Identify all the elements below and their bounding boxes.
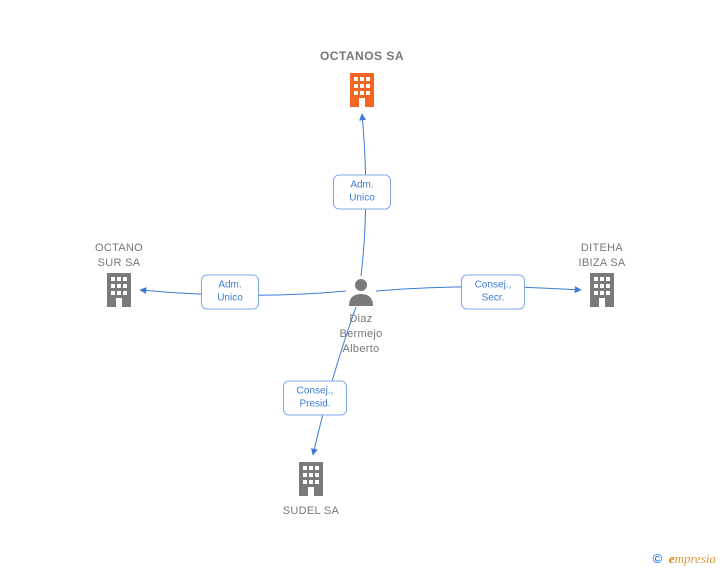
edge-label-top: Adm. Unico xyxy=(333,175,391,210)
edge-label-left-1: Adm. xyxy=(218,280,241,291)
node-label-octano-sur: OCTANO SUR SA xyxy=(84,241,154,271)
edge-label-right-1: Consej., xyxy=(475,280,512,291)
copyright-symbol: © xyxy=(653,551,663,566)
node-label-sudel: SUDEL SA xyxy=(266,504,356,519)
edge-label-bottom-2: Presid. xyxy=(299,398,330,409)
edge-label-right: Consej., Secr. xyxy=(461,275,525,310)
network-diagram: Adm. Unico Adm. Unico Consej., Secr. Con… xyxy=(0,0,728,575)
node-label-person: Diaz Bermejo Alberto xyxy=(326,312,396,357)
edge-label-top-2: Unico xyxy=(349,192,375,203)
watermark: © empresia xyxy=(653,551,716,567)
edge-label-left: Adm. Unico xyxy=(201,275,259,310)
building-icon-sudel xyxy=(295,460,327,498)
edge-label-top-1: Adm. xyxy=(350,180,373,191)
node-label-octanos: OCTANOS SA xyxy=(302,48,422,64)
building-icon-octanos xyxy=(346,71,378,109)
node-label-diteha: DITEHA IBIZA SA xyxy=(567,241,637,271)
edge-label-bottom-1: Consej., xyxy=(297,386,334,397)
edge-label-left-2: Unico xyxy=(217,292,243,303)
edge-label-right-2: Secr. xyxy=(482,292,505,303)
building-icon-octano-sur xyxy=(103,271,135,309)
brand-name: empresia xyxy=(669,551,716,566)
edge-label-bottom: Consej., Presid. xyxy=(283,381,347,416)
person-icon xyxy=(347,276,375,306)
building-icon-diteha xyxy=(586,271,618,309)
